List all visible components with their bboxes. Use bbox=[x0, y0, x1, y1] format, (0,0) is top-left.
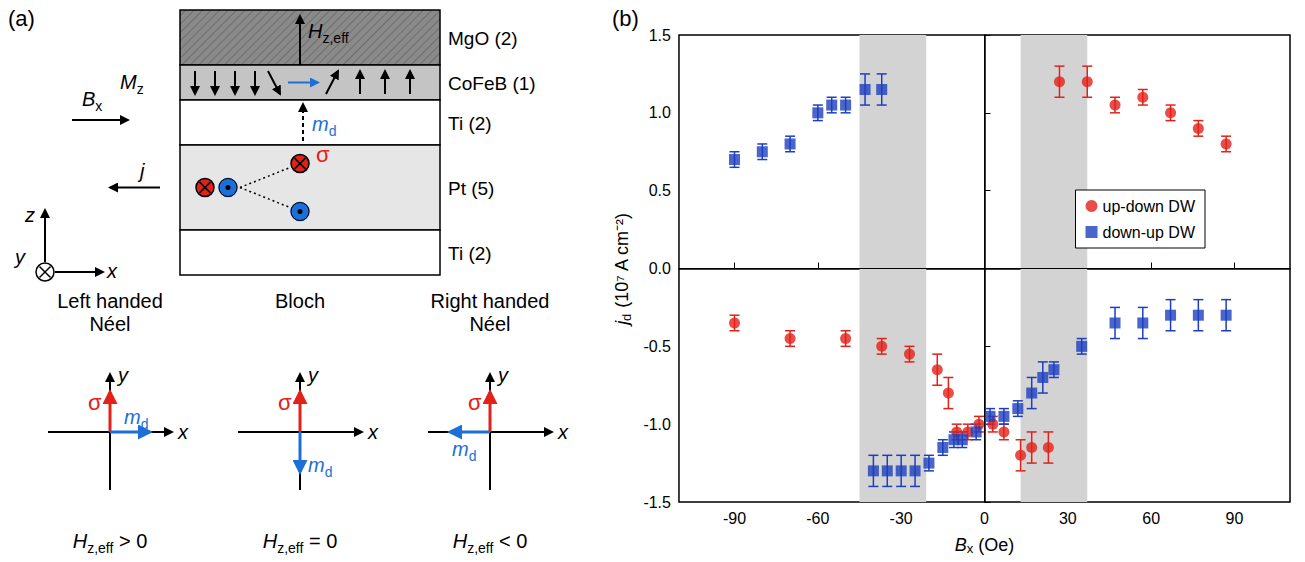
svg-text:Pt (5): Pt (5) bbox=[448, 178, 494, 199]
svg-text:y: y bbox=[306, 364, 319, 386]
svg-text:90: 90 bbox=[1226, 510, 1244, 527]
svg-text:Hz,eff: Hz,eff bbox=[308, 20, 349, 46]
svg-text:-30: -30 bbox=[890, 510, 913, 527]
svg-text:-60: -60 bbox=[806, 510, 829, 527]
svg-text:0: 0 bbox=[980, 510, 989, 527]
svg-text:y: y bbox=[496, 364, 509, 386]
svg-text:md: md bbox=[124, 406, 148, 432]
svg-text:60: 60 bbox=[1142, 510, 1160, 527]
svg-text:Bx: Bx bbox=[82, 88, 102, 114]
svg-text:z: z bbox=[24, 204, 35, 226]
svg-text:σ: σ bbox=[88, 390, 102, 415]
svg-text:CoFeB (1): CoFeB (1) bbox=[448, 73, 536, 94]
svg-text:x: x bbox=[367, 421, 379, 443]
svg-text:0.5: 0.5 bbox=[649, 182, 671, 199]
svg-text:30: 30 bbox=[1059, 510, 1077, 527]
svg-text:B: B bbox=[955, 535, 967, 555]
svg-text:(Oe): (Oe) bbox=[973, 535, 1014, 555]
svg-text:-1.0: -1.0 bbox=[643, 416, 671, 433]
svg-text:(a): (a) bbox=[8, 6, 35, 31]
svg-text:MgO (2): MgO (2) bbox=[448, 28, 518, 49]
svg-text:x: x bbox=[966, 541, 974, 556]
svg-text:up-down DW: up-down DW bbox=[1103, 198, 1196, 215]
svg-text:Ti (2): Ti (2) bbox=[448, 243, 492, 264]
svg-text:Hz,eff > 0: Hz,eff > 0 bbox=[73, 530, 148, 556]
svg-text:Left handed: Left handed bbox=[57, 290, 163, 312]
svg-text:j: j bbox=[137, 160, 145, 182]
svg-text:0.0: 0.0 bbox=[649, 260, 671, 277]
svg-text:md: md bbox=[312, 113, 336, 139]
svg-text:σ: σ bbox=[316, 142, 330, 167]
svg-text:-90: -90 bbox=[723, 510, 746, 527]
svg-text:y: y bbox=[13, 246, 26, 268]
svg-text:md: md bbox=[452, 438, 476, 464]
svg-text:(b): (b) bbox=[612, 6, 639, 31]
svg-text:j: j bbox=[612, 320, 632, 325]
svg-text:-0.5: -0.5 bbox=[643, 338, 671, 355]
svg-text:-1.5: -1.5 bbox=[643, 494, 671, 511]
svg-text:(10⁷ A cm⁻²): (10⁷ A cm⁻²) bbox=[612, 213, 632, 313]
svg-text:x: x bbox=[557, 421, 569, 443]
svg-text:1.0: 1.0 bbox=[649, 104, 671, 121]
svg-text:Néel: Néel bbox=[89, 313, 130, 335]
svg-text:Right handed: Right handed bbox=[431, 290, 550, 312]
svg-text:d: d bbox=[619, 314, 634, 321]
svg-text:σ: σ bbox=[468, 390, 482, 415]
svg-text:Ti (2): Ti (2) bbox=[448, 113, 492, 134]
svg-text:Mz: Mz bbox=[120, 71, 144, 97]
svg-text:Bloch: Bloch bbox=[275, 290, 325, 312]
svg-text:1.5: 1.5 bbox=[649, 27, 671, 44]
svg-text:down-up DW: down-up DW bbox=[1103, 224, 1196, 241]
svg-text:md: md bbox=[308, 454, 332, 480]
svg-text:Hz,eff = 0: Hz,eff = 0 bbox=[263, 530, 338, 556]
svg-text:x: x bbox=[177, 421, 189, 443]
svg-text:σ: σ bbox=[278, 390, 292, 415]
svg-text:Néel: Néel bbox=[469, 313, 510, 335]
svg-text:y: y bbox=[116, 364, 129, 386]
svg-text:x: x bbox=[106, 260, 118, 282]
svg-text:Hz,eff < 0: Hz,eff < 0 bbox=[453, 530, 528, 556]
